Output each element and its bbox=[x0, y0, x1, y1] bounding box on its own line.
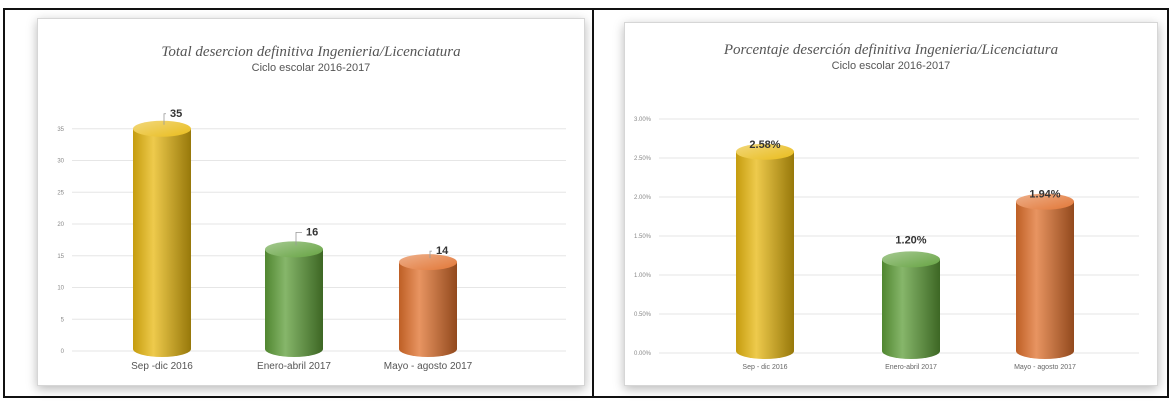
leader-line bbox=[295, 232, 302, 246]
bar-cylinder bbox=[133, 128, 191, 357]
y-tick-label: 30 bbox=[57, 159, 64, 165]
data-label: 16 bbox=[306, 226, 318, 238]
y-tick-label: 3.00% bbox=[634, 117, 652, 123]
chart-total-desercion: Total desercion definitiva Ingenieria/Li… bbox=[37, 18, 585, 386]
category-label: Sep - dic 2016 bbox=[742, 364, 787, 371]
chart-total-svg: Total desercion definitiva Ingenieria/Li… bbox=[57, 44, 566, 372]
y-tick-label: 1.00% bbox=[634, 273, 652, 279]
chart-title: Total desercion definitiva Ingenieria/Li… bbox=[161, 44, 460, 60]
bar-top bbox=[265, 241, 323, 258]
data-label: 2.58% bbox=[749, 139, 780, 151]
frame-divider bbox=[592, 8, 594, 398]
y-tick-label: 2.50% bbox=[634, 156, 652, 162]
bar-cylinder bbox=[265, 249, 323, 357]
bar-cylinder bbox=[736, 151, 794, 359]
bar-cylinder bbox=[882, 259, 940, 359]
bar-top bbox=[133, 120, 191, 137]
data-label: 1.94% bbox=[1029, 189, 1060, 201]
y-tick-label: 20 bbox=[57, 222, 64, 228]
y-tick-label: 2.00% bbox=[634, 195, 652, 201]
chart-subtitle: Ciclo escolar 2016-2017 bbox=[832, 60, 951, 72]
bar-top bbox=[736, 143, 794, 160]
y-tick-label: 0 bbox=[61, 349, 65, 355]
bar-cylinder bbox=[399, 262, 457, 357]
bar-top bbox=[882, 251, 940, 268]
category-label: Mayo - agosto 2017 bbox=[1014, 364, 1076, 371]
outer-frame bbox=[3, 8, 1169, 398]
leader-line bbox=[163, 113, 166, 125]
bar-top bbox=[1016, 193, 1074, 210]
chart-title: Porcentaje deserción definitiva Ingenier… bbox=[723, 42, 1058, 58]
category-label: Enero-abril 2017 bbox=[257, 361, 331, 372]
y-tick-label: 25 bbox=[57, 190, 64, 196]
data-label: 14 bbox=[436, 245, 449, 257]
bar-top bbox=[399, 254, 457, 271]
category-label: Enero-abril 2017 bbox=[885, 364, 937, 371]
y-tick-label: 0.50% bbox=[634, 312, 652, 318]
bar-cylinder bbox=[1016, 201, 1074, 359]
category-label: Mayo - agosto 2017 bbox=[384, 361, 473, 372]
y-tick-label: 5 bbox=[61, 317, 65, 323]
y-tick-label: 0.00% bbox=[634, 351, 652, 357]
y-tick-label: 35 bbox=[57, 127, 64, 133]
category-label: Sep -dic 2016 bbox=[131, 361, 193, 372]
leader-line bbox=[429, 250, 432, 259]
y-tick-label: 15 bbox=[57, 254, 64, 260]
chart-subtitle: Ciclo escolar 2016-2017 bbox=[252, 62, 371, 74]
data-label: 1.20% bbox=[895, 234, 926, 246]
y-tick-label: 1.50% bbox=[634, 234, 652, 240]
y-tick-label: 10 bbox=[57, 286, 64, 292]
chart-porcentaje-svg: Porcentaje deserción definitiva Ingenier… bbox=[634, 42, 1139, 371]
data-label: 35 bbox=[170, 108, 182, 120]
chart-porcentaje-desercion: Porcentaje deserción definitiva Ingenier… bbox=[624, 22, 1158, 386]
